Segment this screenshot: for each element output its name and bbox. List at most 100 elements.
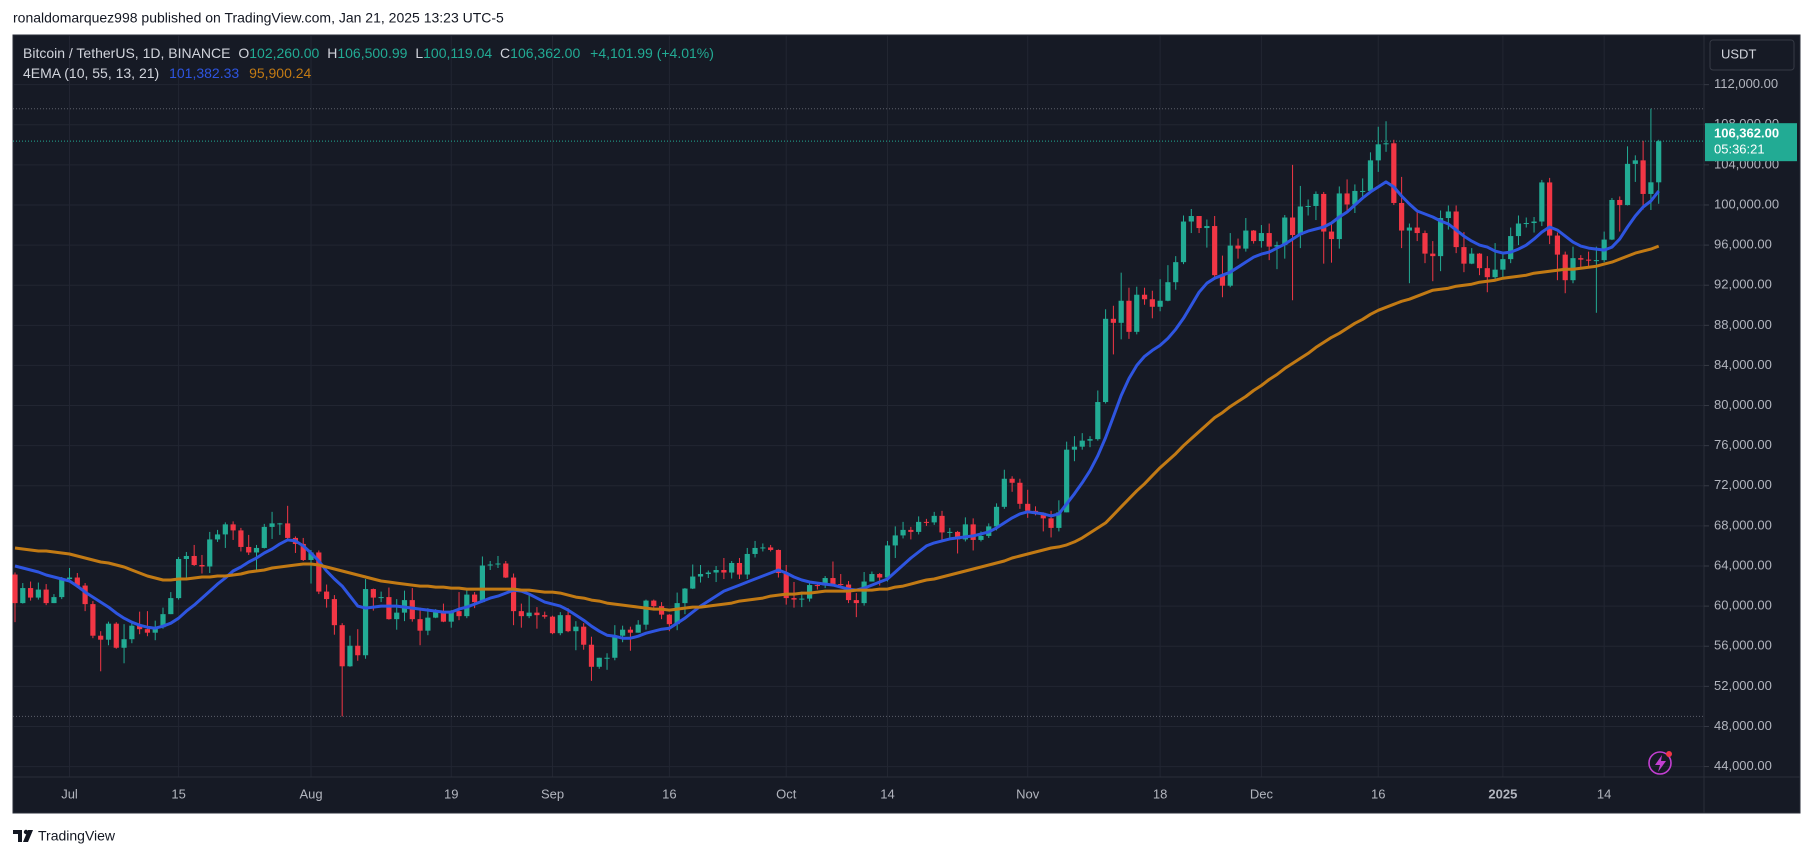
candle-body bbox=[1547, 182, 1553, 236]
candle-body bbox=[121, 639, 127, 648]
candle-body bbox=[495, 563, 501, 565]
candle-body bbox=[1375, 144, 1381, 161]
candle-body bbox=[1227, 245, 1233, 286]
y-tick-label: 92,000.00 bbox=[1714, 277, 1772, 292]
candle-body bbox=[43, 589, 49, 604]
candle-body bbox=[1017, 482, 1023, 504]
candle-body bbox=[246, 546, 252, 553]
x-tick-label: Dec bbox=[1250, 786, 1274, 801]
candle-body bbox=[1562, 254, 1568, 281]
candle-body bbox=[838, 584, 844, 586]
x-tick-label: 18 bbox=[1153, 786, 1167, 801]
candle-body bbox=[900, 529, 906, 536]
candle-body bbox=[557, 615, 563, 634]
candle-body bbox=[542, 615, 548, 617]
candle-body bbox=[697, 574, 704, 577]
candle-body bbox=[144, 629, 151, 633]
candle-body bbox=[1196, 216, 1202, 229]
candle-body bbox=[713, 570, 719, 573]
candle-body bbox=[1001, 478, 1007, 507]
candle-body bbox=[129, 625, 135, 640]
candle-body bbox=[643, 600, 649, 625]
alert-icon[interactable] bbox=[1648, 751, 1672, 775]
candle-body bbox=[1157, 300, 1163, 307]
candle-body bbox=[1367, 160, 1374, 191]
candle-body bbox=[168, 598, 174, 615]
candle-body bbox=[830, 578, 836, 585]
y-tick-label: 88,000.00 bbox=[1714, 317, 1772, 332]
candle-body bbox=[1422, 233, 1428, 254]
candle-body bbox=[1095, 402, 1101, 440]
candle-body bbox=[35, 589, 41, 598]
price-tag-value: 106,362.00 bbox=[1714, 126, 1779, 141]
candle-body bbox=[1321, 193, 1327, 232]
candle-body bbox=[1632, 160, 1638, 164]
candle-body bbox=[1352, 190, 1358, 205]
y-tick-label: 68,000.00 bbox=[1714, 517, 1772, 532]
candle-body bbox=[1624, 163, 1631, 206]
candle-body bbox=[666, 614, 672, 625]
candle-body bbox=[183, 555, 189, 559]
candle-body bbox=[1383, 143, 1389, 145]
candle-body bbox=[1110, 318, 1116, 323]
candle-body bbox=[1103, 318, 1109, 403]
candle-body bbox=[627, 629, 634, 633]
candle-body bbox=[775, 549, 782, 574]
candle-body bbox=[978, 535, 984, 540]
candle-body bbox=[1064, 449, 1070, 513]
candle-body bbox=[783, 573, 789, 599]
candle-body bbox=[503, 563, 509, 578]
candle-body bbox=[1344, 193, 1350, 205]
candle-body bbox=[768, 547, 774, 550]
publisher-line: ronaldomarquez998 published on TradingVi… bbox=[13, 10, 504, 26]
ema-line bbox=[14, 180, 1660, 640]
candle-body bbox=[1656, 141, 1662, 183]
candle-body bbox=[752, 547, 758, 554]
candle-body bbox=[1515, 223, 1522, 237]
candle-body bbox=[635, 624, 641, 633]
candle-body bbox=[1640, 160, 1646, 194]
candle-body bbox=[433, 611, 439, 618]
candle-body bbox=[90, 604, 96, 636]
candle-body bbox=[588, 644, 595, 667]
candle-body bbox=[1531, 221, 1537, 224]
candle-body bbox=[923, 521, 930, 523]
currency-button[interactable] bbox=[1709, 39, 1795, 71]
y-tick-label: 48,000.00 bbox=[1714, 718, 1772, 733]
candle-body bbox=[1134, 294, 1140, 332]
candle-body bbox=[690, 576, 696, 589]
change: +4,101.99 (+4.01%) bbox=[590, 45, 714, 61]
candle-body bbox=[908, 529, 914, 532]
candle-body bbox=[705, 572, 711, 575]
candle-body bbox=[261, 526, 267, 548]
candle-body bbox=[526, 612, 532, 617]
x-tick-label: 16 bbox=[1371, 786, 1385, 801]
candle-body bbox=[1048, 518, 1054, 528]
candle-body bbox=[1430, 253, 1436, 257]
candle-body bbox=[674, 603, 680, 625]
candle-body bbox=[417, 619, 423, 631]
candle-body bbox=[1149, 299, 1155, 307]
candle-body bbox=[791, 598, 797, 600]
candle-body bbox=[487, 564, 493, 566]
y-tick-label: 100,000.00 bbox=[1714, 196, 1779, 211]
x-tick-label: Nov bbox=[1016, 786, 1040, 801]
candle-body bbox=[1188, 216, 1194, 222]
candle-body bbox=[1141, 294, 1148, 300]
candle-body bbox=[1648, 182, 1654, 194]
y-tick-label: 112,000.00 bbox=[1714, 76, 1778, 91]
candle-body bbox=[1251, 230, 1257, 242]
plot bbox=[12, 108, 1704, 717]
candle-body bbox=[137, 625, 143, 630]
candle-body bbox=[113, 623, 119, 648]
candle-body bbox=[581, 626, 587, 645]
candle-body bbox=[1258, 233, 1264, 242]
candle-body bbox=[682, 588, 688, 604]
candle-body bbox=[59, 579, 65, 598]
candle-body bbox=[394, 612, 400, 620]
candle-body bbox=[1523, 223, 1529, 225]
candle-body bbox=[1500, 259, 1506, 270]
candle-body bbox=[479, 565, 485, 603]
candle-body bbox=[1328, 231, 1335, 240]
